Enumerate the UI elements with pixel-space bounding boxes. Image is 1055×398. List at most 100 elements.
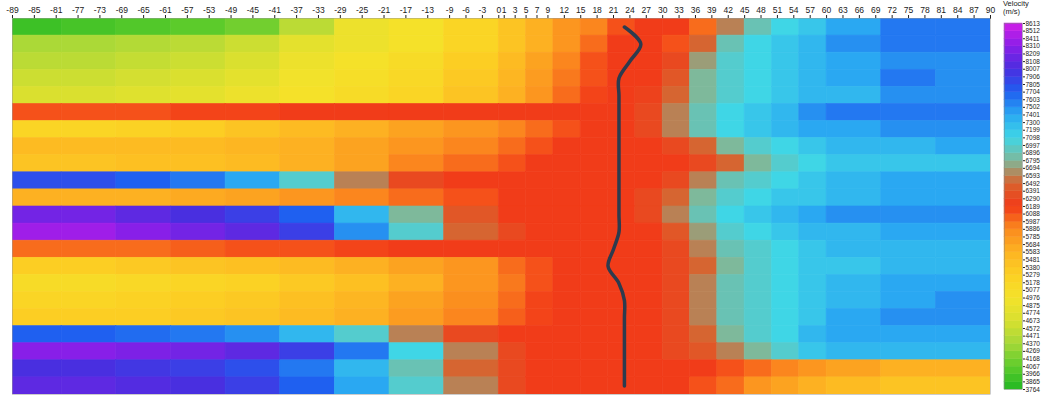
svg-text:8209: 8209 [1026, 50, 1041, 57]
svg-text:8613: 8613 [1026, 20, 1041, 27]
svg-text:-13: -13 [422, 5, 435, 15]
svg-text:-41: -41 [269, 5, 282, 15]
svg-text:4471: 4471 [1026, 332, 1041, 339]
svg-text:-29: -29 [334, 5, 347, 15]
svg-text:5785: 5785 [1026, 233, 1041, 240]
svg-text:-89: -89 [6, 5, 19, 15]
svg-text:-37: -37 [290, 5, 303, 15]
svg-text:39: 39 [707, 5, 717, 15]
svg-text:6795: 6795 [1026, 157, 1041, 164]
svg-text:-17: -17 [400, 5, 413, 15]
svg-text:8310: 8310 [1026, 42, 1041, 49]
svg-text:4168: 4168 [1026, 355, 1041, 362]
svg-text:-53: -53 [203, 5, 216, 15]
svg-text:6088: 6088 [1026, 210, 1041, 217]
svg-text:-6: -6 [462, 5, 470, 15]
svg-text:15: 15 [576, 5, 586, 15]
svg-text:-73: -73 [94, 5, 107, 15]
svg-text:8512: 8512 [1026, 27, 1041, 34]
svg-text:5380: 5380 [1026, 264, 1041, 271]
svg-text:27: 27 [642, 5, 652, 15]
svg-text:8108: 8108 [1026, 58, 1041, 65]
svg-text:5: 5 [524, 5, 529, 15]
svg-text:6896: 6896 [1026, 149, 1041, 156]
svg-text:7: 7 [535, 5, 540, 15]
svg-text:7300: 7300 [1026, 119, 1041, 126]
svg-text:7805: 7805 [1026, 81, 1041, 88]
svg-text:6997: 6997 [1026, 142, 1041, 149]
svg-text:75: 75 [904, 5, 914, 15]
svg-text:9: 9 [546, 5, 551, 15]
svg-text:7906: 7906 [1026, 73, 1041, 80]
svg-text:-49: -49 [225, 5, 238, 15]
svg-text:-45: -45 [247, 5, 260, 15]
svg-text:30: 30 [658, 5, 668, 15]
svg-text:51: 51 [773, 5, 783, 15]
svg-text:21: 21 [609, 5, 619, 15]
svg-text:6593: 6593 [1026, 172, 1041, 179]
svg-text:42: 42 [724, 5, 734, 15]
svg-text:6694: 6694 [1026, 164, 1041, 171]
svg-text:6290: 6290 [1026, 195, 1041, 202]
svg-text:4976: 4976 [1026, 294, 1041, 301]
svg-text:5684: 5684 [1026, 241, 1041, 248]
svg-text:5077: 5077 [1026, 286, 1041, 293]
svg-text:33: 33 [674, 5, 684, 15]
svg-text:-3: -3 [479, 5, 487, 15]
svg-text:54: 54 [789, 5, 799, 15]
svg-text:7603: 7603 [1026, 96, 1041, 103]
svg-text:7401: 7401 [1026, 111, 1041, 118]
svg-text:12: 12 [560, 5, 570, 15]
svg-text:66: 66 [855, 5, 865, 15]
svg-text:4673: 4673 [1026, 317, 1041, 324]
svg-text:4269: 4269 [1026, 347, 1041, 354]
svg-text:4774: 4774 [1026, 309, 1041, 316]
svg-text:6492: 6492 [1026, 180, 1041, 187]
svg-text:0: 0 [496, 5, 501, 15]
svg-text:90: 90 [986, 5, 996, 15]
svg-text:5583: 5583 [1026, 248, 1041, 255]
svg-text:72: 72 [887, 5, 897, 15]
svg-text:3865: 3865 [1026, 378, 1041, 385]
svg-text:7704: 7704 [1026, 88, 1041, 95]
svg-text:69: 69 [871, 5, 881, 15]
svg-text:3: 3 [513, 5, 518, 15]
svg-text:3966: 3966 [1026, 370, 1041, 377]
svg-text:4875: 4875 [1026, 302, 1041, 309]
svg-text:-9: -9 [446, 5, 454, 15]
svg-text:-61: -61 [159, 5, 172, 15]
svg-text:-69: -69 [116, 5, 129, 15]
svg-text:36: 36 [691, 5, 701, 15]
svg-text:-25: -25 [356, 5, 369, 15]
svg-text:-81: -81 [50, 5, 63, 15]
svg-text:-21: -21 [378, 5, 391, 15]
svg-text:57: 57 [805, 5, 815, 15]
svg-text:5886: 5886 [1026, 225, 1041, 232]
svg-text:24: 24 [625, 5, 635, 15]
svg-text:48: 48 [756, 5, 766, 15]
svg-text:4370: 4370 [1026, 340, 1041, 347]
svg-text:5178: 5178 [1026, 279, 1041, 286]
svg-text:45: 45 [740, 5, 750, 15]
svg-text:-33: -33 [312, 5, 325, 15]
svg-text:8007: 8007 [1026, 65, 1041, 72]
svg-text:18: 18 [592, 5, 602, 15]
svg-text:7199: 7199 [1026, 126, 1041, 133]
svg-text:8411: 8411 [1026, 35, 1040, 42]
svg-text:5481: 5481 [1026, 256, 1041, 263]
svg-text:4572: 4572 [1026, 325, 1041, 332]
svg-text:-85: -85 [28, 5, 41, 15]
svg-text:63: 63 [838, 5, 848, 15]
svg-text:60: 60 [822, 5, 832, 15]
svg-text:7098: 7098 [1026, 134, 1041, 141]
svg-text:5279: 5279 [1026, 271, 1041, 278]
svg-text:-65: -65 [137, 5, 150, 15]
svg-text:6391: 6391 [1026, 187, 1041, 194]
svg-text:-57: -57 [181, 5, 194, 15]
svg-text:1: 1 [502, 5, 507, 15]
svg-text:81: 81 [937, 5, 947, 15]
svg-text:4067: 4067 [1026, 363, 1041, 370]
svg-text:78: 78 [920, 5, 930, 15]
svg-text:6189: 6189 [1026, 203, 1041, 210]
svg-text:-77: -77 [72, 5, 85, 15]
